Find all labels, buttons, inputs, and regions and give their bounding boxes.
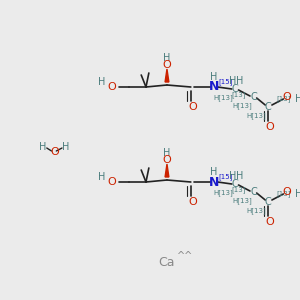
Text: [13]: [13] [231, 92, 246, 98]
Text: H: H [295, 94, 300, 104]
Text: C: C [250, 187, 257, 197]
Text: O: O [50, 147, 59, 157]
Text: H: H [163, 53, 171, 63]
Text: O: O [188, 102, 197, 112]
Text: ^^: ^^ [177, 251, 193, 261]
Text: O: O [283, 92, 292, 102]
Text: H: H [229, 76, 236, 86]
Text: O: O [107, 82, 116, 92]
Text: Ca: Ca [159, 256, 175, 268]
Text: [15]: [15] [218, 79, 232, 86]
Text: H: H [62, 142, 70, 152]
Text: H: H [39, 142, 46, 152]
Text: C: C [231, 84, 238, 94]
Text: H: H [295, 189, 300, 199]
Text: H[13]: H[13] [247, 112, 266, 119]
Text: H: H [210, 72, 218, 82]
Text: H: H [236, 76, 243, 86]
Text: C: C [250, 92, 257, 102]
Text: H: H [98, 77, 105, 87]
Text: H[13]: H[13] [213, 94, 233, 101]
Text: H: H [229, 171, 236, 181]
Text: H: H [98, 172, 105, 182]
Text: C: C [231, 179, 238, 189]
Polygon shape [165, 164, 169, 177]
Text: O: O [266, 217, 274, 227]
Text: H: H [163, 148, 171, 158]
Text: O: O [283, 187, 292, 197]
Text: [13]: [13] [231, 187, 246, 194]
Text: O: O [188, 197, 197, 207]
Text: O: O [107, 177, 116, 187]
Text: O: O [163, 155, 171, 165]
Text: H[13]: H[13] [247, 208, 266, 214]
Text: [13]: [13] [276, 96, 291, 102]
Text: H: H [236, 171, 243, 181]
Text: O: O [266, 122, 274, 132]
Text: H: H [210, 167, 218, 177]
Text: C: C [265, 197, 272, 207]
Text: N: N [208, 176, 219, 188]
Polygon shape [165, 69, 169, 82]
Text: [13]: [13] [276, 190, 291, 197]
Text: H[13]: H[13] [232, 198, 252, 204]
Text: N: N [208, 80, 219, 94]
Text: C: C [265, 102, 272, 112]
Text: O: O [163, 60, 171, 70]
Text: H[13]: H[13] [213, 190, 233, 196]
Text: H[13]: H[13] [232, 103, 252, 110]
Text: [15]: [15] [218, 174, 232, 180]
